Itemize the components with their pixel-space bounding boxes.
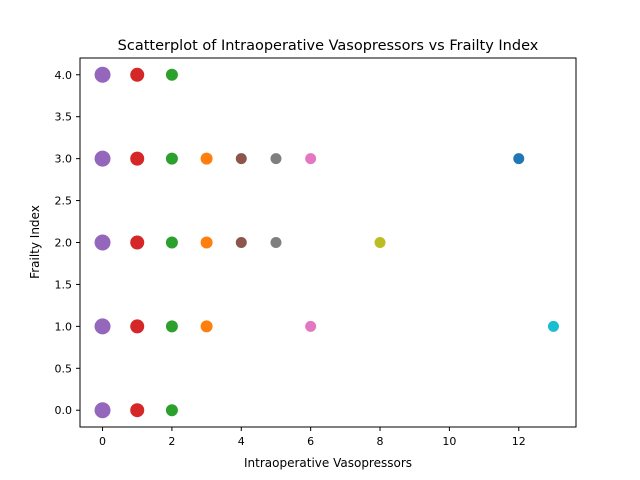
y-tick-label: 1.0: [55, 320, 73, 333]
data-point: [200, 236, 213, 249]
y-axis-label: Frailty Index: [28, 205, 42, 279]
data-point: [200, 320, 213, 333]
x-axis-ticks: 0 2 4 6 8 10 12: [99, 427, 526, 448]
data-point: [94, 318, 111, 335]
data-point: [165, 404, 178, 417]
data-point: [130, 67, 145, 82]
data-point: [94, 150, 111, 167]
data-point: [305, 153, 317, 165]
x-tick-label: 8: [377, 435, 384, 448]
x-tick-label: 12: [512, 435, 526, 448]
data-point: [270, 153, 282, 165]
y-tick-label: 3.5: [55, 111, 73, 124]
data-point: [547, 320, 559, 332]
y-tick-label: 1.5: [55, 278, 73, 291]
data-point: [130, 235, 145, 250]
data-point: [130, 319, 145, 334]
y-tick-label: 0.0: [55, 404, 73, 417]
data-point: [374, 237, 386, 248]
x-axis-label: Intraoperative Vasopressors: [244, 456, 412, 470]
y-tick-label: 0.5: [55, 362, 73, 375]
chart-title: Scatterplot of Intraoperative Vasopresso…: [118, 38, 539, 54]
plot-area: [94, 66, 559, 419]
y-tick-label: 3.0: [55, 153, 73, 166]
data-point: [165, 68, 178, 81]
x-tick-label: 6: [307, 435, 314, 448]
data-point: [270, 237, 282, 248]
data-point: [94, 66, 111, 83]
data-point: [94, 402, 111, 419]
data-point: [165, 320, 178, 333]
data-point: [94, 234, 111, 251]
data-point: [165, 152, 178, 165]
data-point: [130, 403, 145, 418]
x-tick-label: 2: [168, 435, 175, 448]
y-tick-label: 2.0: [55, 237, 73, 250]
y-tick-label: 2.5: [55, 195, 73, 208]
data-point: [305, 320, 317, 332]
axes-frame: [79, 57, 577, 428]
y-tick-label: 4.0: [55, 69, 73, 82]
data-point: [130, 151, 145, 166]
data-point: [200, 152, 213, 165]
data-point: [235, 237, 247, 248]
data-point: [513, 153, 525, 165]
x-tick-label: 0: [99, 435, 106, 448]
y-axis-ticks: 0.0 0.5 1.0 1.5 2.0 2.5 3.0 3.5 4.0: [55, 69, 80, 417]
data-point: [235, 153, 247, 165]
data-point: [165, 236, 178, 249]
x-tick-label: 4: [238, 435, 245, 448]
x-tick-label: 10: [442, 435, 456, 448]
